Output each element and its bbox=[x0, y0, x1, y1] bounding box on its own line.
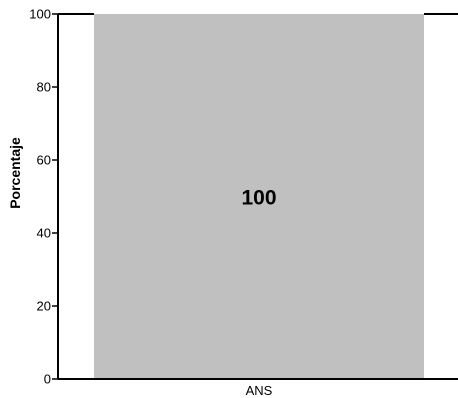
y-tick-label: 20 bbox=[37, 299, 51, 314]
x-tick-label: ANS bbox=[246, 383, 273, 398]
bar-ans bbox=[94, 14, 424, 379]
y-tick-label: 0 bbox=[44, 372, 51, 387]
bar-value-label: 100 bbox=[241, 187, 276, 210]
plot-area: 100 ANS 0 20 40 60 80 100 bbox=[29, 7, 458, 398]
y-tick-label: 80 bbox=[37, 80, 51, 95]
y-axis-title: Porcentaje bbox=[7, 137, 23, 209]
y-tick-label: 100 bbox=[29, 7, 51, 22]
y-tick-label: 40 bbox=[37, 226, 51, 241]
y-tick-label: 60 bbox=[37, 153, 51, 168]
